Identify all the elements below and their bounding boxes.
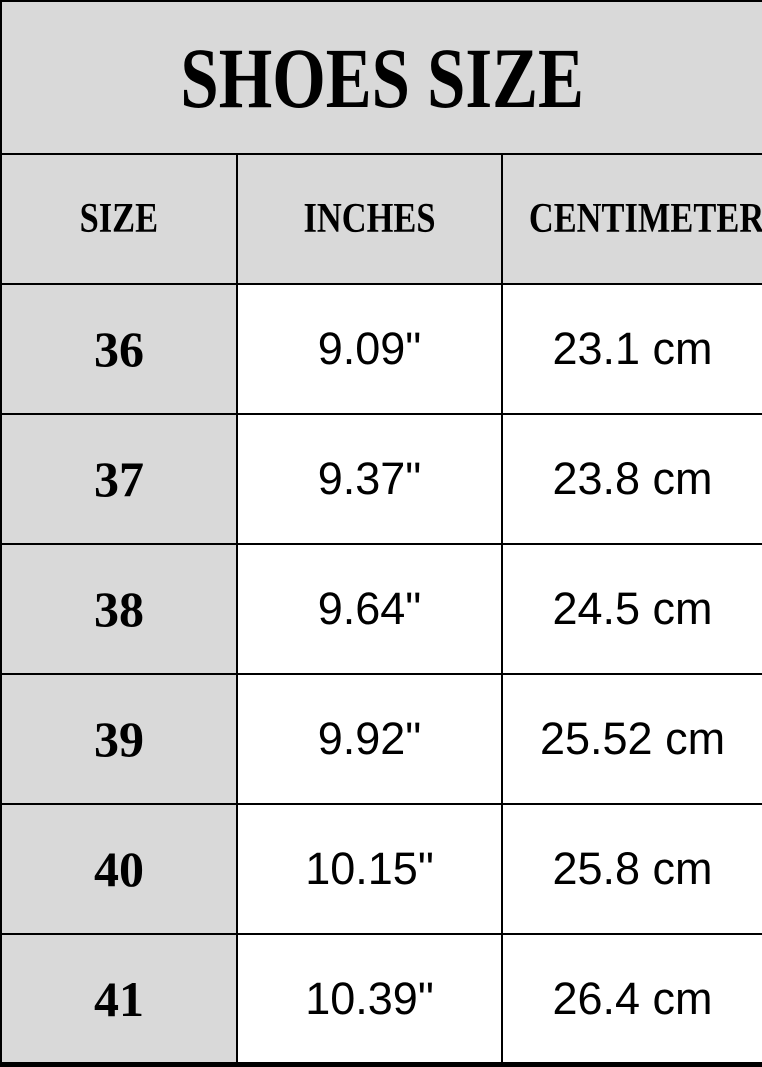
inches-value-cell: 10.15" [236,803,503,936]
size-value-cell: 36 [0,283,238,416]
size-value-cell: 38 [0,543,238,676]
centimeter-value-cell: 23.8 cm [500,413,762,546]
table-row: 40 10.15" 25.8 cm [0,803,762,936]
column-header-centimeter-label: CENTIMETER [528,196,762,243]
inches-value-cell: 9.64" [236,543,503,676]
column-header-inches-label: INCHES [303,196,436,243]
column-header-inches: INCHES [236,153,503,286]
size-value-cell: 41 [0,933,238,1066]
centimeter-value-cell: 26.4 cm [500,933,762,1066]
title-cell: SHOES SIZE [0,0,762,156]
table-row: 36 9.09" 23.1 cm [0,283,762,416]
page-title: SHOES SIZE [180,29,584,126]
title-row: SHOES SIZE [0,0,762,156]
centimeter-value-cell: 23.1 cm [500,283,762,416]
table-row: 38 9.64" 24.5 cm [0,543,762,676]
table-row: 41 10.39" 26.4 cm [0,933,762,1066]
column-header-size: SIZE [0,153,238,286]
size-value-cell: 39 [0,673,238,806]
centimeter-value-cell: 25.8 cm [500,803,762,936]
column-header-centimeter: CENTIMETER [500,153,762,286]
centimeter-value-cell: 24.5 cm [500,543,762,676]
inches-value-cell: 10.39" [236,933,503,1066]
table-row: 37 9.37" 23.8 cm [0,413,762,546]
inches-value-cell: 9.92" [236,673,503,806]
column-header-size-label: SIZE [79,196,159,243]
table-row: 39 9.92" 25.52 cm [0,673,762,806]
size-value-cell: 40 [0,803,238,936]
inches-value-cell: 9.37" [236,413,503,546]
centimeter-value-cell: 25.52 cm [500,673,762,806]
inches-value-cell: 9.09" [236,283,503,416]
size-value-cell: 37 [0,413,238,546]
column-header-row: SIZE INCHES CENTIMETER [0,153,762,286]
